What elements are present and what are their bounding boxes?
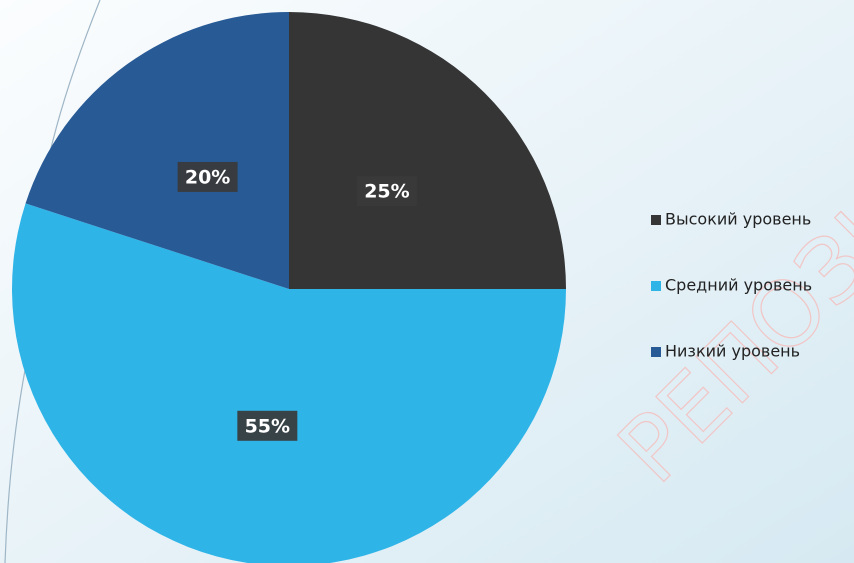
- pie: 25% 55% 20%: [12, 12, 566, 563]
- data-label: 20%: [185, 166, 230, 188]
- label-box: [177, 161, 238, 192]
- label-box: [237, 410, 298, 441]
- legend-swatch: [651, 347, 661, 357]
- legend-label: Низкий уровень: [665, 342, 800, 361]
- data-label: 55%: [245, 415, 290, 437]
- legend: Высокий уровень Средний уровень Низкий уро…: [651, 210, 812, 361]
- legend-label: Средний уровень: [665, 276, 812, 295]
- legend-swatch: [651, 281, 661, 291]
- pie-slice: [25, 12, 290, 289]
- pie-slice: [12, 203, 566, 563]
- pie-slice: [289, 12, 566, 289]
- legend-label: Высокий уровень: [665, 210, 811, 229]
- data-label: 25%: [364, 181, 409, 203]
- legend-swatch: [651, 215, 661, 225]
- label-box: [356, 176, 417, 207]
